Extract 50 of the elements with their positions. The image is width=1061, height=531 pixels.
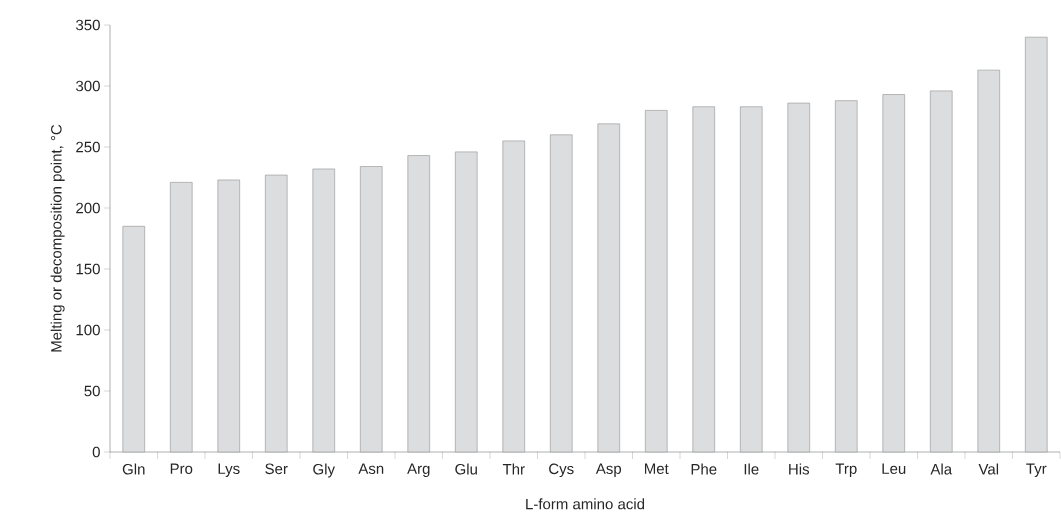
bar	[217, 179, 240, 453]
bar	[787, 102, 810, 453]
x-tick-label: Met	[644, 463, 669, 474]
x-tick-label: Arg	[407, 463, 430, 477]
bar	[882, 94, 905, 453]
x-tick-label: Ser	[265, 463, 288, 475]
y-tick-label: 200	[76, 202, 100, 214]
bar	[455, 151, 478, 453]
x-tick-label: Leu	[882, 463, 906, 474]
x-tick-label: Lys	[218, 463, 240, 477]
x-tick-label: Gly	[313, 463, 335, 478]
x-tick-label: Asn	[358, 463, 384, 474]
x-tick-label: Val	[978, 463, 999, 475]
x-tick-label: Trp	[835, 463, 857, 477]
bar	[407, 155, 430, 453]
bar	[360, 166, 383, 453]
y-tick-label: 350	[76, 19, 100, 31]
y-tick-label: 100	[76, 324, 100, 336]
bar	[645, 110, 668, 453]
bar	[597, 123, 620, 453]
x-tick-label: Tyr	[1026, 463, 1047, 477]
bar	[502, 140, 525, 453]
x-tick-label: Glu	[455, 463, 477, 475]
bar	[265, 174, 288, 453]
bar	[977, 69, 1000, 453]
bar	[1025, 36, 1048, 453]
bar	[550, 134, 573, 453]
y-tick-label: 0	[92, 446, 100, 458]
x-tick-label: Cys	[549, 463, 574, 478]
x-tick-label: Ala	[930, 463, 953, 475]
y-axis-title: Melting or decomposition point, °C	[50, 124, 65, 352]
x-tick-label: Ile	[744, 463, 759, 475]
y-tick-label: 250	[76, 141, 100, 153]
y-tick-label: 50	[84, 385, 100, 397]
x-tick-label: Asp	[595, 463, 622, 477]
y-tick-label: 150	[76, 263, 100, 275]
x-tick-label: Gln	[122, 463, 145, 475]
x-tick-label: Pro	[170, 463, 193, 474]
x-axis-title: L-form amino acid	[526, 498, 645, 510]
x-tick-label: Thr	[502, 463, 525, 475]
bar	[122, 226, 145, 453]
y-tick-label: 300	[76, 80, 100, 92]
bar	[692, 106, 715, 453]
bar	[170, 182, 193, 453]
bar	[835, 100, 858, 453]
bar	[740, 106, 763, 453]
x-tick-label: Phe	[691, 463, 717, 475]
bar	[930, 90, 953, 453]
bar	[312, 168, 335, 453]
x-tick-label: His	[789, 463, 810, 475]
